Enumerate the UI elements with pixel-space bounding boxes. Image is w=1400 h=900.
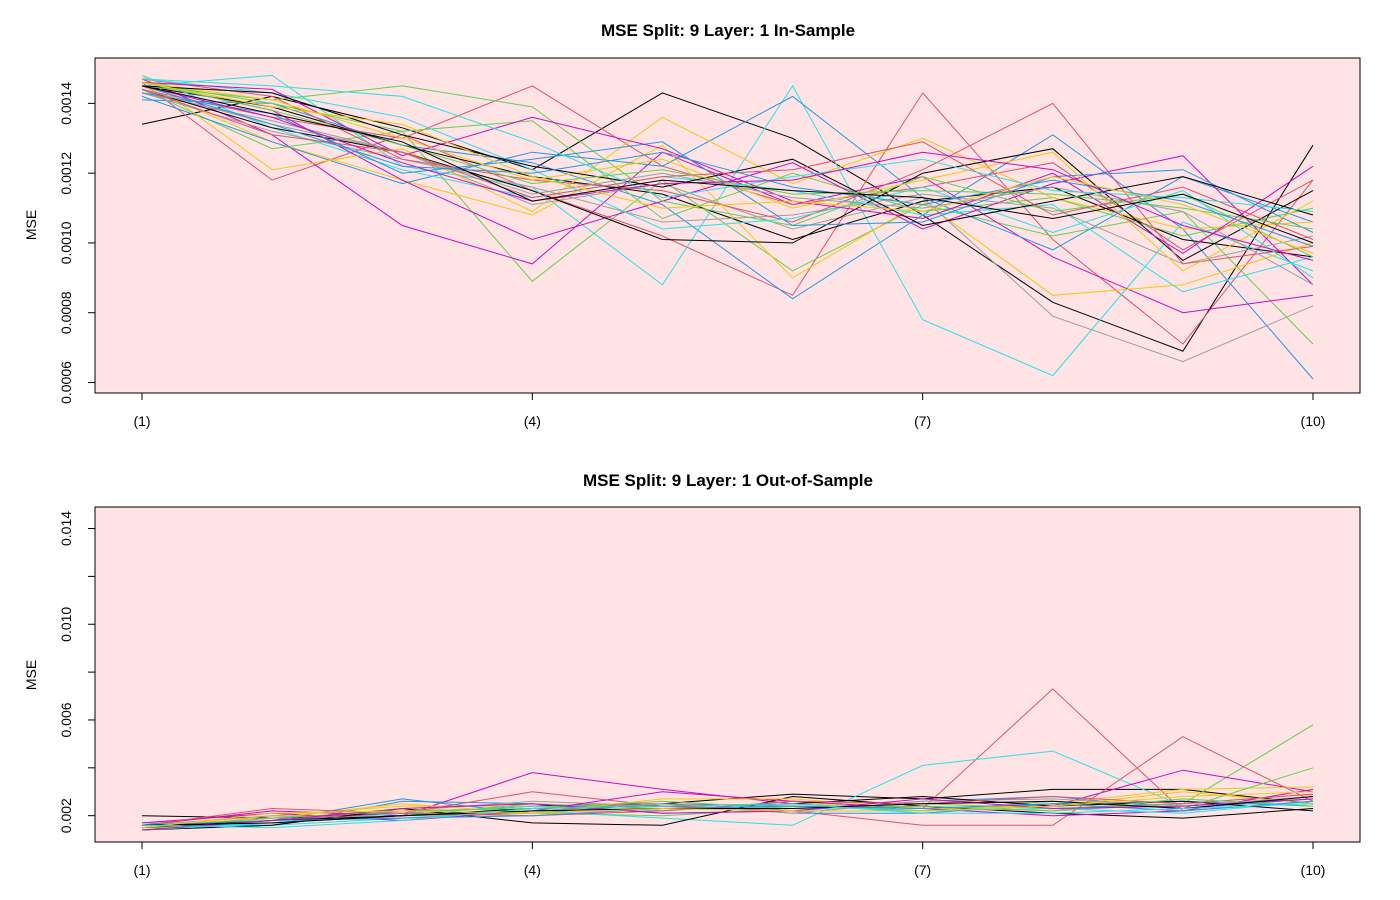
x-tick-label: (7)	[914, 413, 931, 429]
plot-background	[95, 507, 1360, 842]
series-line-29	[141, 78, 1314, 212]
series-line-7	[141, 85, 1314, 296]
series-line-21	[141, 798, 1314, 831]
x-tick-label: (7)	[914, 862, 931, 878]
series-line-23	[141, 81, 1314, 272]
x-tick-label: (10)	[1301, 862, 1326, 878]
y-tick-label: 0.0014	[58, 82, 74, 125]
series-line-2	[141, 82, 1314, 345]
x-tick-label: (1)	[133, 413, 150, 429]
out-of-sample-panel: MSE Split: 9 Layer: 1 Out-of-Sample MSE …	[23, 471, 1361, 878]
y-tick-label: 0.0006	[58, 361, 74, 404]
series-group	[141, 688, 1314, 831]
x-tick-label: (4)	[524, 862, 541, 878]
series-line-11	[141, 81, 1314, 237]
series-line-31	[141, 81, 1314, 254]
series-line-32	[141, 85, 1314, 244]
series-line-23	[141, 791, 1314, 829]
series-line-19	[141, 85, 1314, 258]
y-axis-label: MSE	[23, 210, 39, 240]
y-tick-label: 0.014	[58, 511, 74, 546]
series-line-22	[141, 796, 1314, 826]
series-line-5	[141, 750, 1314, 826]
series-line-30	[141, 85, 1314, 261]
y-tick-label: 0.0008	[58, 291, 74, 334]
in-sample-panel: MSE Split: 9 Layer: 1 In-Sample MSE 0.00…	[23, 21, 1361, 429]
series-line-1	[141, 92, 1314, 352]
y-tick-label: 0.010	[58, 607, 74, 642]
y-axis-label: MSE	[23, 660, 39, 690]
series-line-24	[141, 803, 1314, 829]
series-line-18	[141, 793, 1314, 826]
series-line-4	[141, 99, 1314, 380]
x-tick-label: (1)	[133, 862, 150, 878]
plot-frame	[94, 57, 1361, 394]
series-line-6	[141, 78, 1314, 314]
y-tick-label: 0.002	[58, 798, 74, 833]
series-line-22	[141, 81, 1314, 254]
series-group	[141, 74, 1314, 380]
x-tick-label: (10)	[1301, 413, 1326, 429]
y-tick-label: 0.0012	[58, 152, 74, 195]
y-tick-label: 0.006	[58, 702, 74, 737]
x-tick-label: (4)	[524, 413, 541, 429]
chart-title: MSE Split: 9 Layer: 1 Out-of-Sample	[583, 471, 873, 490]
y-tick-label: 0.0010	[58, 221, 74, 264]
chart-title: MSE Split: 9 Layer: 1 In-Sample	[601, 21, 855, 40]
plot-frame	[94, 506, 1361, 843]
